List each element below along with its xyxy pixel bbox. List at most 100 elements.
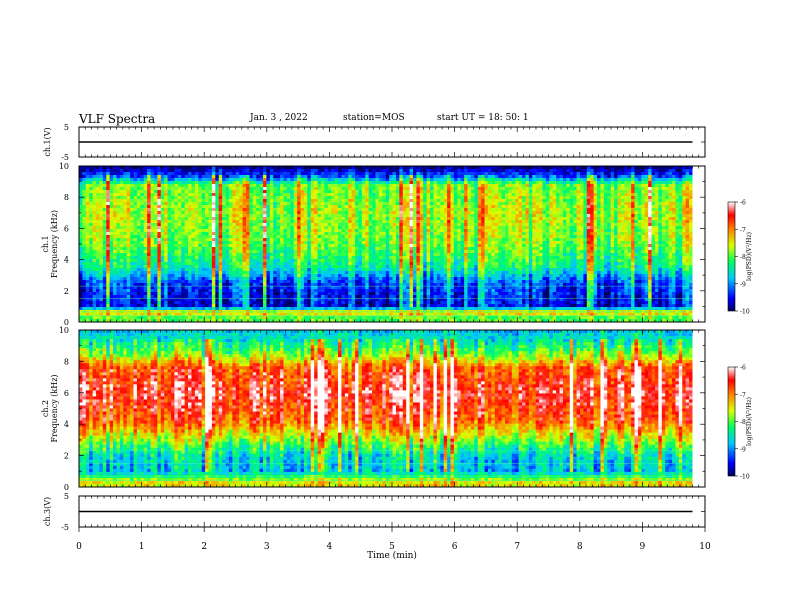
spectrogram-cell bbox=[293, 277, 298, 281]
spectrogram-cell bbox=[375, 172, 380, 176]
spectrogram-cell bbox=[375, 175, 380, 179]
spectrogram-cell bbox=[314, 271, 318, 275]
spectrogram-cell bbox=[372, 193, 376, 197]
spectrogram-cell bbox=[368, 229, 373, 233]
spectrogram-cell bbox=[310, 286, 315, 290]
spectrogram-cell bbox=[280, 295, 284, 299]
spectrogram-cell bbox=[276, 187, 281, 191]
spectrogram-cell bbox=[191, 277, 196, 281]
spectrogram-cell bbox=[89, 298, 93, 302]
spectrogram-cell bbox=[225, 238, 230, 242]
spectrogram-cell bbox=[228, 298, 233, 302]
spectrogram-cell bbox=[92, 226, 97, 230]
spectrogram-cell bbox=[235, 274, 240, 278]
spectrogram-cell bbox=[307, 316, 312, 320]
spectrogram-cell bbox=[198, 184, 203, 188]
spectrogram-cell bbox=[160, 232, 165, 236]
spectrogram-cell bbox=[310, 265, 315, 269]
spectrogram-cell bbox=[331, 256, 335, 260]
spectrogram-cell bbox=[140, 253, 145, 257]
spectrogram-cell bbox=[368, 307, 373, 311]
spectrogram-cell bbox=[130, 217, 134, 221]
spectrogram-cell bbox=[194, 319, 199, 323]
spectrogram-cell bbox=[300, 274, 305, 278]
spectrogram-cell bbox=[201, 184, 206, 188]
spectrogram-cell bbox=[286, 205, 291, 209]
spectrogram-cell bbox=[123, 262, 128, 266]
spectrogram-cell bbox=[140, 256, 145, 260]
spectrogram-cell bbox=[109, 220, 114, 224]
spectrogram-cell bbox=[372, 280, 376, 284]
spectrogram-cell bbox=[96, 181, 100, 185]
spectrogram-cell bbox=[303, 268, 308, 272]
spectrogram-cell bbox=[188, 175, 192, 179]
spectrogram-cell bbox=[177, 292, 182, 296]
spectrogram-cell bbox=[218, 187, 223, 191]
spectrogram-cell bbox=[208, 280, 213, 284]
spectrogram-cell bbox=[232, 187, 237, 191]
spectrogram-cell bbox=[344, 280, 349, 284]
spectrogram-cell bbox=[334, 247, 339, 251]
spectrogram-cell bbox=[263, 181, 267, 185]
spectrogram-cell bbox=[130, 274, 134, 278]
spectrogram-cell bbox=[82, 202, 87, 206]
spectrogram-cell bbox=[239, 187, 243, 191]
spectrogram-cell bbox=[235, 265, 240, 269]
spectrogram-cell bbox=[171, 268, 175, 272]
spectrogram-cell bbox=[232, 190, 237, 194]
spectrogram-cell bbox=[252, 181, 257, 185]
spectrogram-cell bbox=[160, 286, 165, 290]
spectrogram-cell bbox=[235, 286, 240, 290]
spectrogram-cell bbox=[331, 271, 335, 275]
spectrogram-cell bbox=[348, 265, 353, 269]
spectrogram-cell bbox=[242, 169, 247, 173]
spectrogram-cell bbox=[150, 202, 155, 206]
spectrogram-cell bbox=[181, 211, 186, 215]
spectrogram-cell bbox=[256, 229, 260, 233]
spectrogram-cell bbox=[266, 232, 271, 236]
spectrogram-cell bbox=[252, 220, 257, 224]
spectrogram-cell bbox=[320, 268, 325, 272]
spectrogram-cell bbox=[263, 196, 267, 200]
spectrogram-cell bbox=[256, 289, 260, 293]
spectrogram-cell bbox=[327, 208, 332, 212]
spectrogram-cell bbox=[164, 247, 168, 251]
spectrogram-cell bbox=[130, 226, 134, 230]
spectrogram-cell bbox=[218, 205, 223, 209]
spectrogram-cell bbox=[211, 280, 216, 284]
spectrogram-cell bbox=[89, 268, 93, 272]
spectrogram-cell bbox=[252, 190, 257, 194]
spectrogram-cell bbox=[133, 172, 138, 176]
spectrogram-cell bbox=[167, 238, 172, 242]
spectrogram-cell bbox=[361, 277, 366, 281]
spectrogram-cell bbox=[317, 172, 322, 176]
spectrogram-cell bbox=[286, 175, 291, 179]
spectrogram-cell bbox=[147, 247, 151, 251]
spectrogram-cell bbox=[334, 211, 339, 215]
spectrogram-cell bbox=[96, 223, 100, 227]
spectrogram-cell bbox=[198, 178, 203, 182]
spectrogram-cell bbox=[365, 271, 370, 275]
spectrogram-cell bbox=[211, 238, 216, 242]
spectrogram-cell bbox=[324, 214, 329, 218]
spectrogram-cell bbox=[246, 196, 250, 200]
spectrogram-cell bbox=[174, 229, 179, 233]
spectrogram-cell bbox=[320, 178, 325, 182]
spectrogram-cell bbox=[314, 280, 318, 284]
spectrogram-cell bbox=[157, 226, 162, 230]
spectrogram-cell bbox=[177, 205, 182, 209]
spectrogram-cell bbox=[324, 262, 329, 266]
spectrogram-cell bbox=[293, 304, 298, 308]
spectrogram-cell bbox=[338, 178, 342, 182]
spectrogram-cell bbox=[252, 298, 257, 302]
spectrogram-cell bbox=[157, 271, 162, 275]
spectrogram-cell bbox=[181, 187, 186, 191]
spectrogram-cell bbox=[314, 253, 318, 257]
spectrogram-cell bbox=[96, 193, 100, 197]
spectrogram-cell bbox=[177, 166, 182, 170]
spectrogram-cell bbox=[338, 268, 342, 272]
spectrogram-cell bbox=[338, 181, 342, 185]
spectrogram-cell bbox=[164, 280, 168, 284]
spectrogram-cell bbox=[239, 301, 243, 305]
spectrogram-cell bbox=[273, 175, 278, 179]
